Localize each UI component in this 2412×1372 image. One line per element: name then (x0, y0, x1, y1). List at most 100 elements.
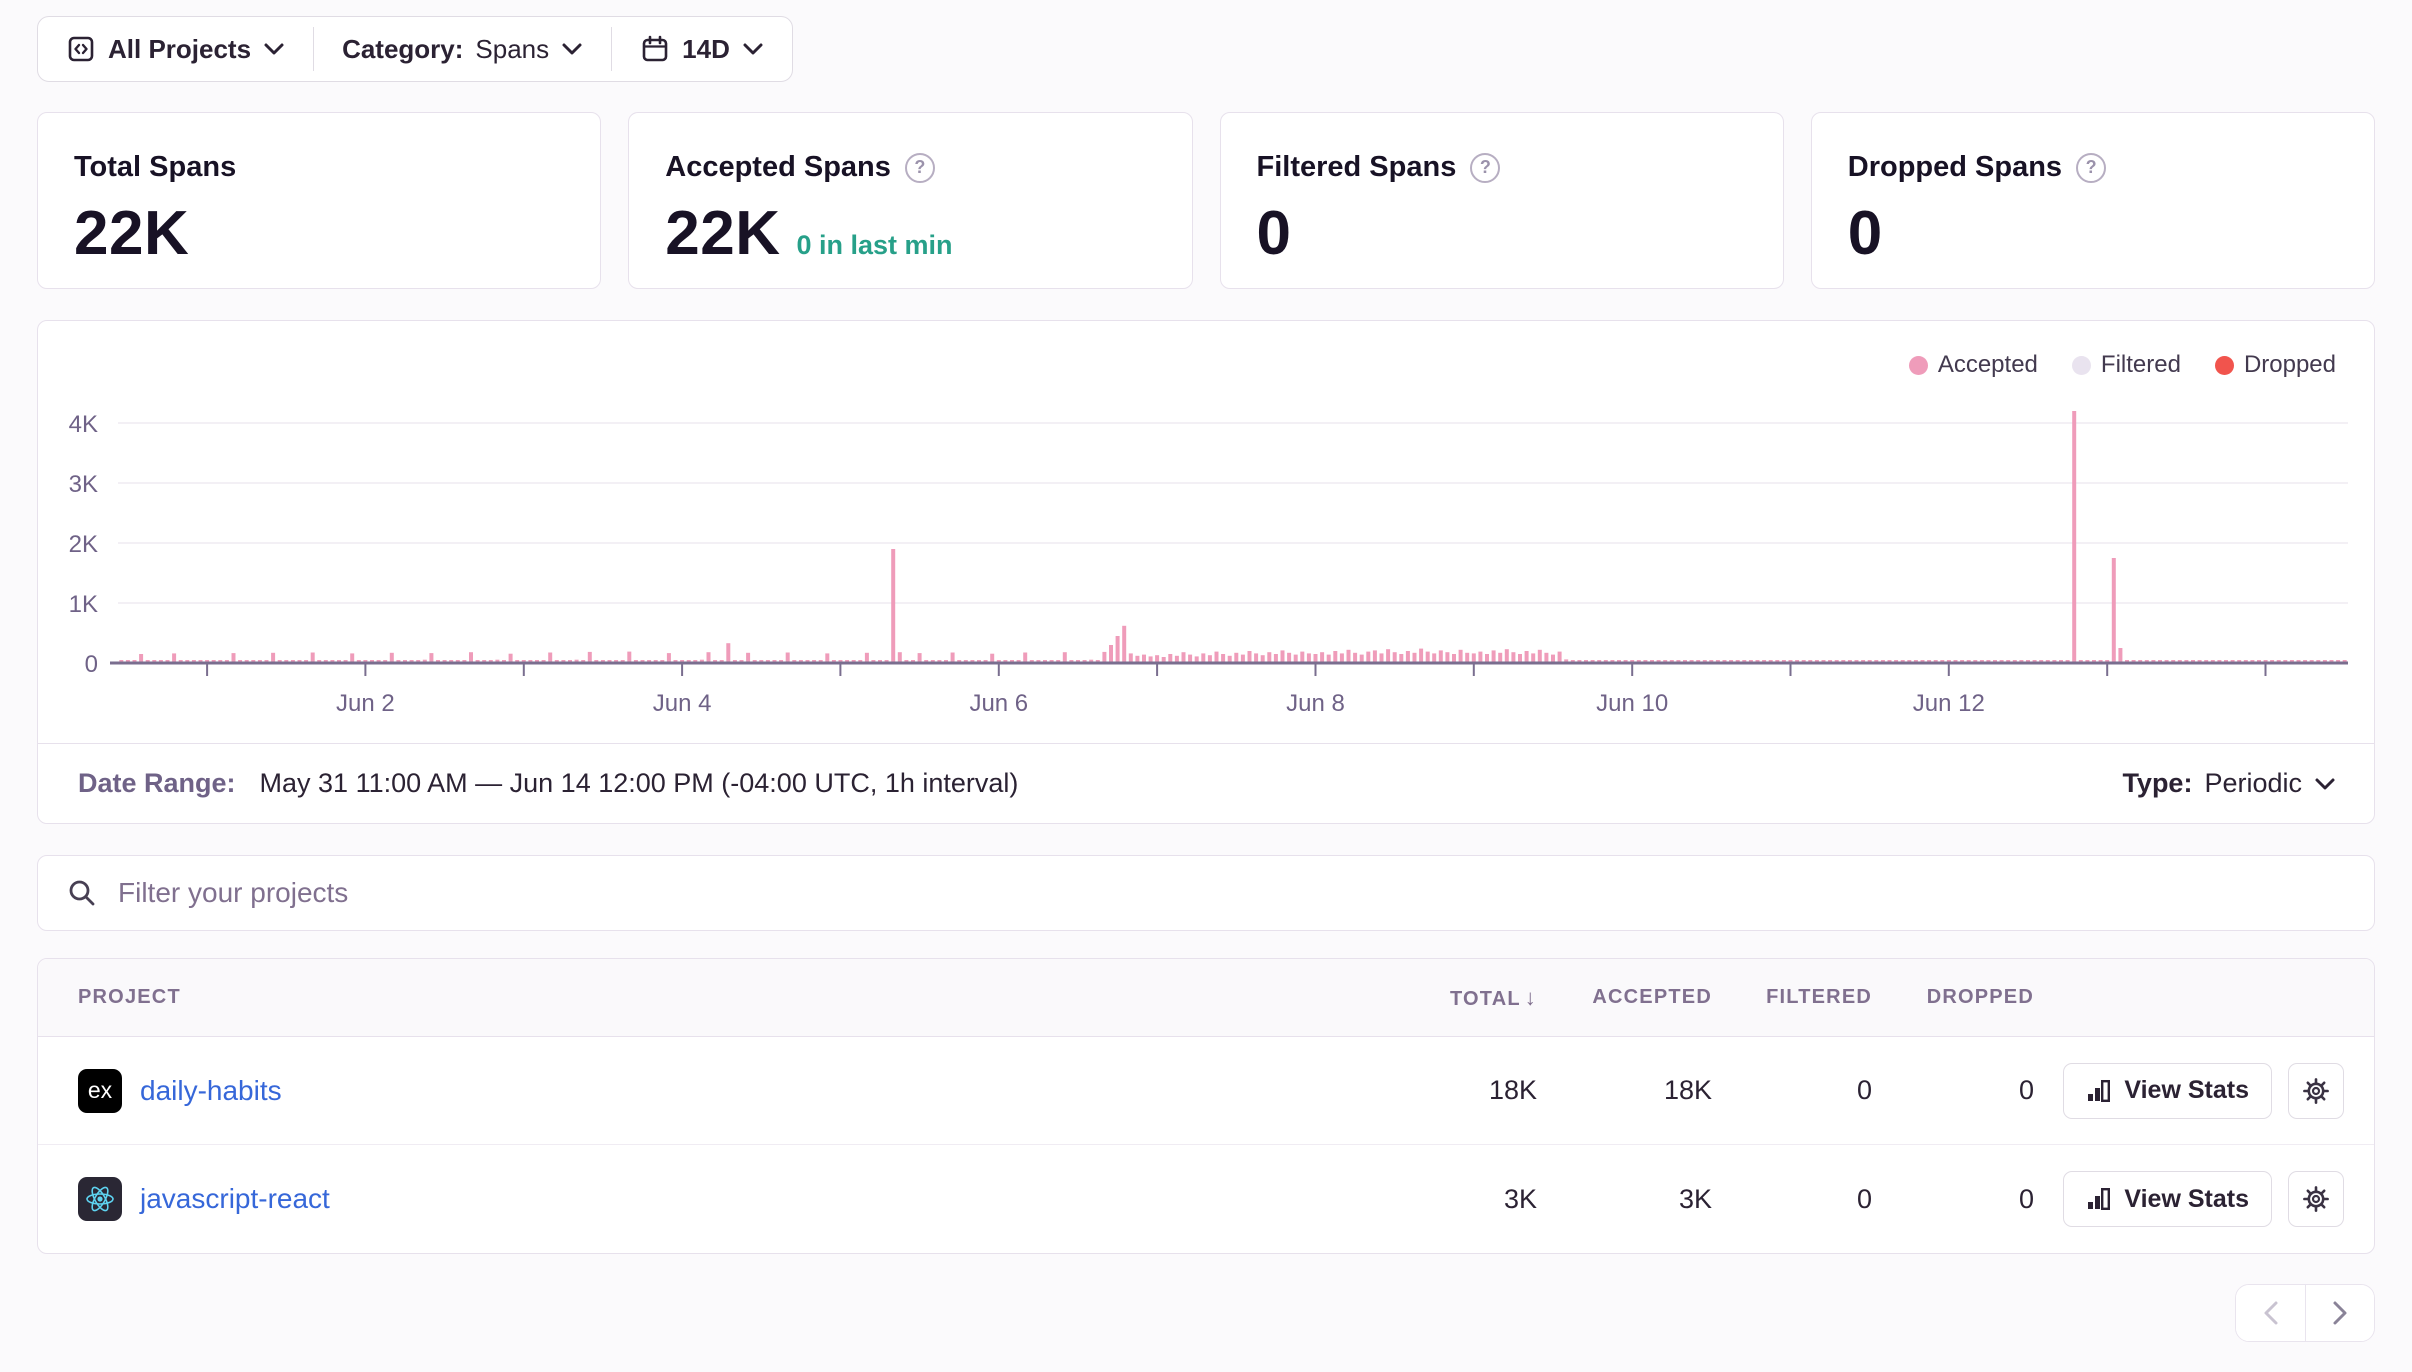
sort-desc-icon: ↓ (1524, 984, 1537, 1010)
project-link[interactable]: javascript-react (140, 1183, 330, 1214)
svg-text:Jun 12: Jun 12 (1913, 690, 1985, 717)
chevron-right-icon (2330, 1299, 2350, 1327)
react-platform-icon (78, 1177, 122, 1221)
dropped-dot-icon (2214, 355, 2234, 375)
table-row: javascript-react 3K 3K 0 0 View Stats (38, 1145, 2374, 1253)
total-value: 3K (1503, 1183, 1537, 1214)
table-row: ex daily-habits 18K 18K 0 0 View Stats (38, 1037, 2374, 1145)
card-title: Total Spans (74, 151, 237, 183)
calendar-icon (640, 34, 670, 64)
column-header-project: Project (78, 986, 181, 1008)
chevron-down-icon (561, 42, 583, 56)
project-link[interactable]: daily-habits (140, 1074, 282, 1106)
pagination (37, 1284, 2375, 1342)
table-header: Project Total ↓ Accepted Filtered Dropped (38, 959, 2374, 1037)
svg-text:4K: 4K (69, 411, 98, 438)
card-value: 0 (1847, 199, 1883, 268)
column-header-filtered[interactable]: Filtered (1766, 986, 1872, 1008)
dropped-value: 0 (2018, 1075, 2034, 1105)
usage-chart-card: Accepted Filtered Dropped 0 1K 2K 3K 4K Jun 2… (37, 320, 2375, 824)
chart-legend: Accepted Filtered Dropped (1908, 351, 2336, 379)
stats-page: All Projects Category: Spans 1 (37, 16, 2375, 1342)
card-title: Filtered Spans (1256, 151, 1457, 183)
view-stats-button[interactable]: View Stats (2063, 1062, 2272, 1119)
category-label: Category: (342, 33, 464, 64)
type-value: Periodic (2204, 768, 2302, 798)
search-icon (66, 877, 98, 909)
column-header-accepted[interactable]: Accepted (1592, 986, 1712, 1008)
bar-chart-icon (2086, 1186, 2112, 1212)
gear-icon (2301, 1184, 2331, 1214)
previous-page-button[interactable] (2236, 1285, 2305, 1341)
filtered-value: 0 (1856, 1183, 1872, 1214)
column-header-total[interactable]: Total ↓ (1449, 984, 1537, 1010)
card-title: Accepted Spans (665, 151, 891, 183)
expo-platform-icon: ex (78, 1068, 122, 1113)
card-value: 22K (74, 199, 190, 268)
project-filter-label: All Projects (108, 33, 252, 64)
gear-icon (2301, 1076, 2331, 1106)
view-stats-button[interactable]: View Stats (2063, 1171, 2272, 1227)
column-header-dropped[interactable]: Dropped (1926, 986, 2034, 1008)
project-search (37, 855, 2375, 931)
legend-label: Accepted (1937, 351, 2038, 378)
accepted-value: 18K (1663, 1075, 1712, 1105)
accepted-dot-icon (1908, 355, 1928, 375)
card-subtext: 0 in last min (796, 230, 953, 260)
svg-text:2K: 2K (69, 531, 98, 558)
legend-item-filtered[interactable]: Filtered (2071, 351, 2181, 379)
accepted-value: 3K (1678, 1183, 1712, 1214)
legend-item-dropped[interactable]: Dropped (2214, 351, 2336, 379)
project-settings-button[interactable] (2288, 1062, 2344, 1119)
accepted-spans-card: Accepted Spans ? 22K 0 in last min (628, 112, 1193, 289)
svg-text:1K: 1K (69, 591, 98, 618)
svg-text:Jun 2: Jun 2 (336, 690, 395, 717)
date-range-value: May 31 11:00 AM — Jun 14 12:00 PM (-04:0… (259, 768, 1019, 798)
filtered-value: 0 (1856, 1075, 1872, 1105)
svg-text:Jun 10: Jun 10 (1596, 690, 1668, 717)
help-icon[interactable]: ? (904, 152, 935, 183)
category-dropdown[interactable]: Category: Spans (314, 17, 611, 81)
search-input[interactable] (118, 877, 2346, 909)
date-period-dropdown[interactable]: 14D (612, 17, 792, 81)
project-settings-button[interactable] (2288, 1171, 2344, 1227)
projects-icon (66, 34, 96, 64)
projects-table: Project Total ↓ Accepted Filtered Dropped… (37, 958, 2375, 1254)
dropped-spans-card: Dropped Spans ? 0 (1810, 112, 2375, 289)
svg-text:Jun 8: Jun 8 (1286, 690, 1345, 717)
divider (313, 27, 315, 71)
type-label: Type: (2122, 768, 2193, 798)
chevron-down-icon (263, 42, 285, 56)
dropped-value: 0 (2018, 1183, 2034, 1214)
spans-bar-chart: 0 1K 2K 3K 4K Jun 2 Jun 4 Jun 6 Jun 8 Jun 10 Jun 1… (69, 411, 2348, 717)
period-label: 14D (682, 33, 730, 64)
filter-bar: All Projects Category: Spans 1 (37, 16, 793, 82)
help-icon[interactable]: ? (2076, 152, 2107, 183)
svg-text:0: 0 (85, 651, 98, 678)
card-title: Dropped Spans (1847, 151, 2063, 183)
legend-item-accepted[interactable]: Accepted (1908, 351, 2038, 379)
project-filter-dropdown[interactable]: All Projects (38, 17, 313, 81)
stat-cards: Total Spans 22K Accepted Spans ? 22K 0 i… (37, 112, 2375, 289)
chart-footer: Date Range: May 31 11:00 AM — Jun 14 12:… (38, 743, 2374, 823)
legend-label: Filtered (2100, 351, 2181, 378)
chart-area: Accepted Filtered Dropped 0 1K 2K 3K 4K Jun 2… (38, 321, 2374, 744)
chevron-left-icon (2261, 1299, 2281, 1327)
category-value: Spans (475, 33, 550, 64)
bar-chart-icon (2086, 1078, 2112, 1104)
legend-label: Dropped (2243, 351, 2336, 378)
next-page-button[interactable] (2305, 1285, 2374, 1341)
type-dropdown[interactable]: Type: Periodic (2122, 768, 2336, 799)
filtered-dot-icon (2071, 355, 2091, 375)
date-range-label: Date Range: (78, 768, 236, 798)
divider (611, 27, 613, 71)
total-value: 18K (1488, 1075, 1537, 1105)
help-icon[interactable]: ? (1470, 152, 1501, 183)
chevron-down-icon (742, 42, 764, 56)
filtered-spans-card: Filtered Spans ? 0 (1219, 112, 1784, 289)
chevron-down-icon (2314, 777, 2336, 791)
total-spans-card: Total Spans 22K (37, 112, 602, 289)
card-value: 22K (665, 199, 781, 268)
svg-text:Jun 4: Jun 4 (653, 690, 712, 717)
card-value: 0 (1256, 199, 1292, 268)
